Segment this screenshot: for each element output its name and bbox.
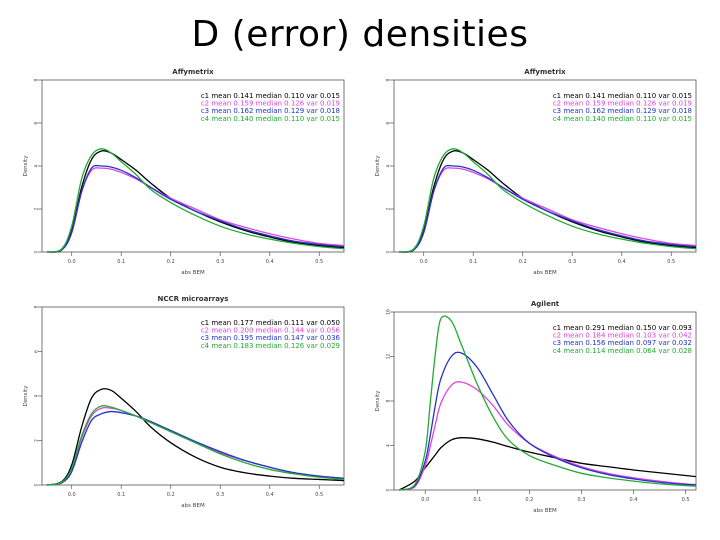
x-tick-label: 0.5 — [315, 259, 323, 265]
y-tick-label: 6 — [34, 121, 40, 124]
y-tick-label: 2 — [34, 439, 40, 442]
y-tick-label: 4 — [386, 444, 392, 447]
density-curve-c4 — [46, 148, 345, 253]
legend-entry-c4: c4 mean 0.140 median 0.110 var 0.015 — [201, 115, 340, 123]
legend-entry-c2: c2 mean 0.159 median 0.126 var 0.019 — [201, 100, 340, 108]
chart-panel-affymetrix-right: Affymetrix 0.0 0.1 0.2 0.3 0.4 0.5 0 2 4 6 8 abs BEM… — [372, 58, 702, 280]
legend-entry-c2: c2 mean 0.159 median 0.126 var 0.019 — [553, 100, 692, 108]
x-tick-label: 0.5 — [315, 492, 323, 498]
x-tick-label: 0.1 — [469, 259, 477, 265]
y-tick-label: 2 — [34, 207, 40, 210]
legend-entry-c4: c4 mean 0.183 median 0.126 var 0.029 — [201, 342, 340, 350]
density-curve-c1 — [46, 388, 345, 486]
legend-entry-c3: c3 mean 0.162 median 0.129 var 0.018 — [553, 107, 692, 115]
density-curve-c2 — [399, 381, 697, 491]
x-tick-label: 0.2 — [167, 259, 175, 265]
density-curve-c2 — [398, 167, 697, 253]
y-tick-label: 0 — [34, 483, 40, 486]
x-tick-label: 0.5 — [667, 259, 675, 265]
x-axis-label: abs BEM — [181, 270, 205, 276]
density-curve-c1 — [46, 149, 345, 253]
y-tick-label: 12 — [386, 354, 392, 360]
x-tick-label: 0.3 — [577, 497, 585, 503]
legend-entry-c1: c1 mean 0.141 median 0.110 var 0.015 — [553, 92, 692, 100]
legend-entry-c4: c4 mean 0.114 median 0.064 var 0.028 — [553, 347, 692, 355]
x-tick-label: 0.3 — [216, 259, 224, 265]
y-tick-label: 4 — [34, 394, 40, 397]
x-tick-label: 0.2 — [525, 497, 533, 503]
density-curve-c4 — [398, 315, 697, 491]
chart-title: Affymetrix — [524, 68, 566, 76]
slide-title: D (error) densities — [191, 14, 529, 55]
chart-panel-nccr-microarrays: NCCR microarrays 0.0 0.1 0.2 0.3 0.4 0.5 0 2 4 6 8 a… — [20, 285, 350, 513]
y-tick-label: 0 — [34, 250, 40, 253]
y-axis-label: Density — [375, 155, 381, 177]
chart-panel-affymetrix-left: Affymetrix 0.0 0.1 0.2 0.3 0.4 0.5 0 2 4 6 8 abs BEM… — [20, 58, 350, 280]
x-tick-label: 0.0 — [421, 497, 429, 503]
y-axis-label: Density — [23, 155, 29, 177]
x-tick-label: 0.3 — [216, 492, 224, 498]
x-tick-label: 0.2 — [167, 492, 175, 498]
x-tick-label: 0.1 — [117, 259, 125, 265]
x-tick-label: 0.4 — [266, 492, 274, 498]
x-tick-label: 0.1 — [473, 497, 481, 503]
legend-entry-c1: c1 mean 0.291 median 0.150 var 0.093 — [553, 324, 692, 332]
legend-entry-c2: c2 mean 0.200 median 0.144 var 0.056 — [201, 327, 341, 335]
legend-entry-c3: c3 mean 0.162 median 0.129 var 0.018 — [201, 107, 340, 115]
x-axis-label: abs BEM — [533, 508, 557, 514]
density-chart-svg: Agilent 0.0 0.1 0.2 0.3 0.4 0.5 0 4 8 12 16 abs BEM D… — [375, 300, 697, 514]
y-tick-label: 8 — [34, 78, 40, 81]
y-tick-label: 6 — [386, 121, 392, 124]
legend-entry-c3: c3 mean 0.156 median 0.097 var 0.032 — [553, 339, 692, 347]
y-tick-label: 6 — [34, 350, 40, 353]
x-tick-label: 0.0 — [68, 259, 76, 265]
y-axis-label: Density — [375, 390, 381, 412]
y-tick-label: 8 — [34, 305, 40, 308]
chart-title: NCCR microarrays — [158, 295, 229, 303]
y-tick-label: 2 — [386, 207, 392, 210]
x-tick-label: 0.4 — [630, 497, 638, 503]
density-curve-c4 — [398, 148, 697, 253]
legend-entry-c1: c1 mean 0.141 median 0.110 var 0.015 — [201, 92, 340, 100]
y-axis-label: Density — [23, 385, 29, 407]
y-tick-label: 0 — [386, 488, 392, 491]
x-tick-label: 0.0 — [420, 259, 428, 265]
x-tick-label: 0.3 — [568, 259, 576, 265]
density-chart-svg: NCCR microarrays 0.0 0.1 0.2 0.3 0.4 0.5 0 2 4 6 8 a… — [23, 295, 345, 509]
x-tick-label: 0.1 — [117, 492, 125, 498]
legend-entry-c4: c4 mean 0.140 median 0.110 var 0.015 — [553, 115, 692, 123]
x-tick-label: 0.2 — [519, 259, 527, 265]
x-axis-label: abs BEM — [181, 503, 205, 509]
x-tick-label: 0.0 — [68, 492, 76, 498]
density-curve-c3 — [399, 351, 697, 491]
density-curve-c2 — [46, 167, 345, 253]
legend-entry-c2: c2 mean 0.184 median 0.103 var 0.042 — [553, 332, 692, 340]
legend-entry-c1: c1 mean 0.177 median 0.111 var 0.050 — [201, 319, 340, 327]
y-tick-label: 8 — [386, 399, 392, 402]
density-curve-c1 — [398, 149, 697, 253]
chart-title: Agilent — [531, 300, 560, 308]
x-tick-label: 0.4 — [618, 259, 626, 265]
y-tick-label: 0 — [386, 250, 392, 253]
density-curve-c4 — [46, 404, 345, 486]
x-tick-label: 0.5 — [682, 497, 690, 503]
y-tick-label: 16 — [386, 309, 392, 315]
chart-panel-agilent: Agilent 0.0 0.1 0.2 0.3 0.4 0.5 0 4 8 12 16 abs BEM D… — [372, 290, 702, 518]
density-chart-svg: Affymetrix 0.0 0.1 0.2 0.3 0.4 0.5 0 2 4 6 8 abs BEM… — [375, 68, 697, 276]
y-tick-label: 4 — [34, 164, 40, 167]
legend-entry-c3: c3 mean 0.195 median 0.147 var 0.036 — [201, 334, 341, 342]
density-curve-c1 — [398, 437, 697, 491]
density-chart-svg: Affymetrix 0.0 0.1 0.2 0.3 0.4 0.5 0 2 4 6 8 abs BEM… — [23, 68, 345, 276]
x-tick-label: 0.4 — [266, 259, 274, 265]
x-axis-label: abs BEM — [533, 270, 557, 276]
y-tick-label: 8 — [386, 78, 392, 81]
y-tick-label: 4 — [386, 164, 392, 167]
chart-title: Affymetrix — [172, 68, 214, 76]
